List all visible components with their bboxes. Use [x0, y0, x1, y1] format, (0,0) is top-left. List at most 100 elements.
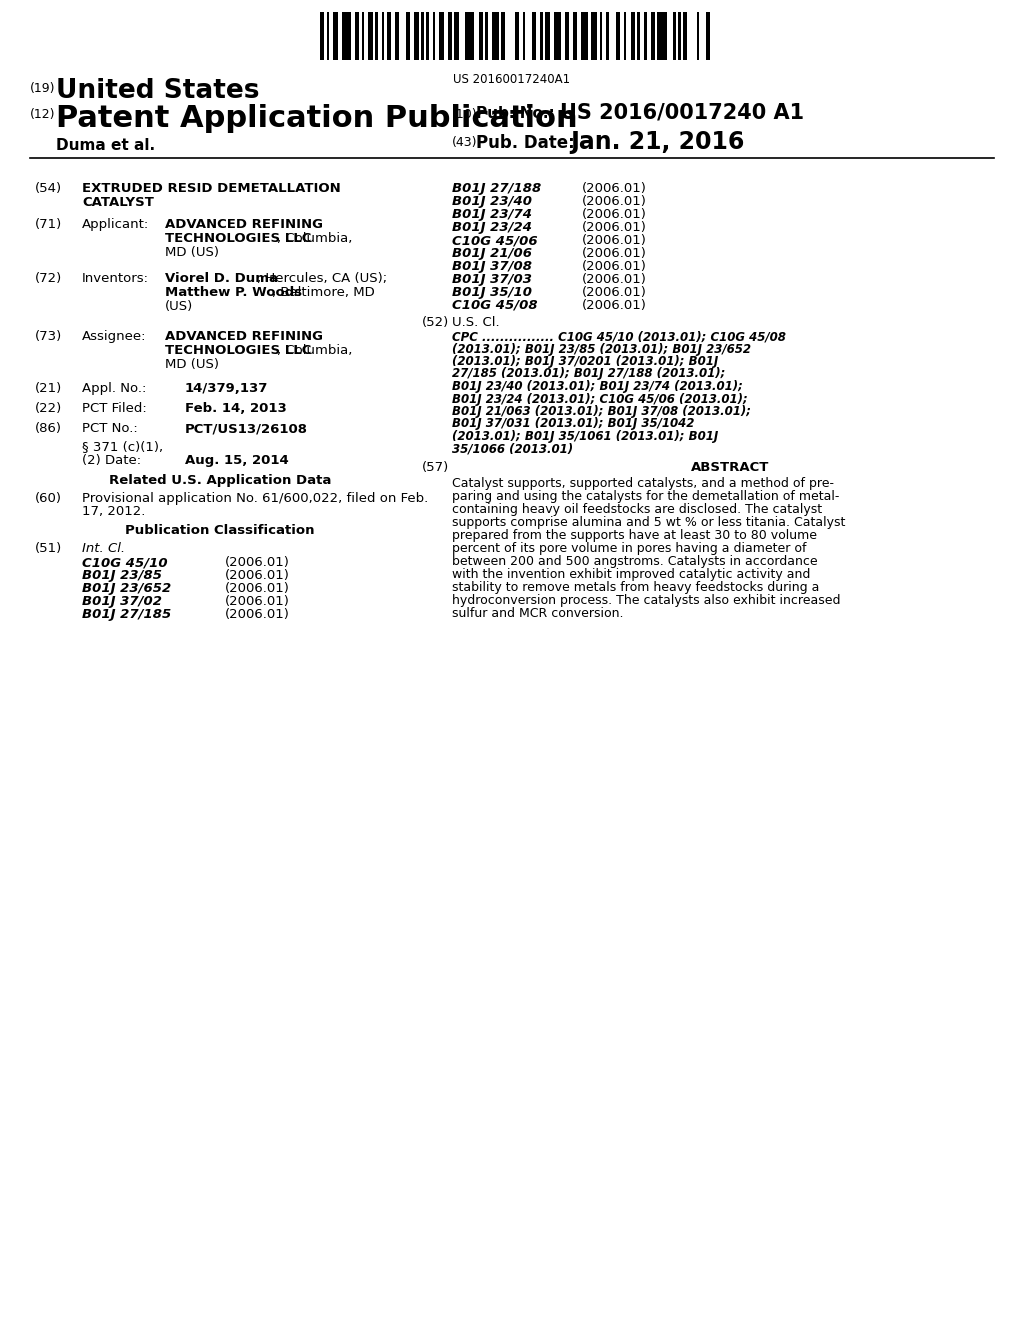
Text: (2006.01): (2006.01): [582, 247, 647, 260]
Bar: [706, 12, 710, 59]
Text: Matthew P. Woods: Matthew P. Woods: [165, 286, 302, 300]
Text: C10G 45/10: C10G 45/10: [82, 556, 168, 569]
Text: with the invention exhibit improved catalytic activity and: with the invention exhibit improved cata…: [452, 568, 810, 581]
Text: Inventors:: Inventors:: [82, 272, 150, 285]
Bar: [361, 12, 365, 59]
Text: B01J 37/03: B01J 37/03: [452, 273, 532, 286]
Bar: [631, 12, 635, 59]
Bar: [606, 12, 609, 59]
Text: paring and using the catalysts for the demetallation of metal-: paring and using the catalysts for the d…: [452, 490, 840, 503]
Text: B01J 23/24: B01J 23/24: [452, 220, 532, 234]
Text: (2006.01): (2006.01): [582, 286, 647, 300]
Text: CPC ................ C10G 45/10 (2013.01); C10G 45/08: CPC ................ C10G 45/10 (2013.01…: [452, 330, 785, 343]
Text: (10): (10): [452, 108, 477, 121]
Text: Int. Cl.: Int. Cl.: [82, 543, 125, 554]
Text: B01J 21/063 (2013.01); B01J 37/08 (2013.01);: B01J 21/063 (2013.01); B01J 37/08 (2013.…: [452, 405, 751, 418]
Text: (2) Date:: (2) Date:: [82, 454, 141, 467]
Text: 17, 2012.: 17, 2012.: [82, 506, 145, 517]
Text: Catalyst supports, supported catalysts, and a method of pre-: Catalyst supports, supported catalysts, …: [452, 477, 834, 490]
Bar: [426, 12, 429, 59]
Text: US 20160017240A1: US 20160017240A1: [454, 73, 570, 86]
Text: Pub. Date:: Pub. Date:: [476, 135, 574, 152]
Text: Patent Application Publication: Patent Application Publication: [56, 104, 578, 133]
Text: ADVANCED REFINING: ADVANCED REFINING: [165, 330, 323, 343]
Text: 14/379,137: 14/379,137: [185, 381, 268, 395]
Bar: [696, 12, 699, 59]
Bar: [439, 12, 443, 59]
Text: sulfur and MCR conversion.: sulfur and MCR conversion.: [452, 607, 624, 620]
Text: ADVANCED REFINING: ADVANCED REFINING: [165, 218, 323, 231]
Text: , Columbia,: , Columbia,: [278, 232, 352, 246]
Bar: [591, 12, 597, 59]
Bar: [369, 12, 373, 59]
Text: (2013.01); B01J 35/1061 (2013.01); B01J: (2013.01); B01J 35/1061 (2013.01); B01J: [452, 430, 718, 444]
Text: (73): (73): [35, 330, 62, 343]
Text: 35/1066 (2013.01): 35/1066 (2013.01): [452, 442, 573, 455]
Bar: [683, 12, 687, 59]
Text: (2006.01): (2006.01): [582, 209, 647, 220]
Text: (2006.01): (2006.01): [582, 220, 647, 234]
Bar: [515, 12, 519, 59]
Bar: [644, 12, 646, 59]
Bar: [532, 12, 537, 59]
Text: Provisional application No. 61/600,022, filed on Feb.: Provisional application No. 61/600,022, …: [82, 492, 428, 506]
Text: (2013.01); B01J 23/85 (2013.01); B01J 23/652: (2013.01); B01J 23/85 (2013.01); B01J 23…: [452, 342, 751, 355]
Text: prepared from the supports have at least 30 to 80 volume: prepared from the supports have at least…: [452, 529, 817, 543]
Bar: [615, 12, 620, 59]
Text: Applicant:: Applicant:: [82, 218, 150, 231]
Text: Related U.S. Application Data: Related U.S. Application Data: [109, 474, 331, 487]
Text: United States: United States: [56, 78, 259, 104]
Text: Appl. No.:: Appl. No.:: [82, 381, 146, 395]
Bar: [523, 12, 525, 59]
Text: (2006.01): (2006.01): [225, 569, 290, 582]
Text: Aug. 15, 2014: Aug. 15, 2014: [185, 454, 289, 467]
Text: , Baltimore, MD: , Baltimore, MD: [272, 286, 375, 300]
Text: CATALYST: CATALYST: [82, 195, 154, 209]
Text: 27/185 (2013.01); B01J 27/188 (2013.01);: 27/185 (2013.01); B01J 27/188 (2013.01);: [452, 367, 725, 380]
Text: B01J 23/24 (2013.01); C10G 45/06 (2013.01);: B01J 23/24 (2013.01); C10G 45/06 (2013.0…: [452, 392, 748, 405]
Text: MD (US): MD (US): [165, 246, 219, 259]
Text: Publication Classification: Publication Classification: [125, 524, 314, 537]
Bar: [375, 12, 378, 59]
Text: B01J 35/10: B01J 35/10: [452, 286, 532, 300]
Bar: [478, 12, 483, 59]
Bar: [387, 12, 391, 59]
Text: US 2016/0017240 A1: US 2016/0017240 A1: [560, 103, 804, 123]
Bar: [678, 12, 681, 59]
Text: (2006.01): (2006.01): [582, 273, 647, 286]
Bar: [546, 12, 550, 59]
Text: (US): (US): [165, 300, 194, 313]
Text: Duma et al.: Duma et al.: [56, 139, 155, 153]
Text: , Columbia,: , Columbia,: [278, 345, 352, 356]
Text: B01J 23/85: B01J 23/85: [82, 569, 162, 582]
Text: (57): (57): [422, 461, 450, 474]
Text: B01J 27/185: B01J 27/185: [82, 609, 171, 620]
Text: Feb. 14, 2013: Feb. 14, 2013: [185, 403, 287, 414]
Bar: [624, 12, 627, 59]
Text: PCT No.:: PCT No.:: [82, 422, 138, 436]
Text: (71): (71): [35, 218, 62, 231]
Text: (2006.01): (2006.01): [582, 300, 647, 312]
Text: PCT Filed:: PCT Filed:: [82, 403, 146, 414]
Text: § 371 (c)(1),: § 371 (c)(1),: [82, 440, 163, 453]
Text: (2006.01): (2006.01): [225, 556, 290, 569]
Text: TECHNOLOGIES LLC: TECHNOLOGIES LLC: [165, 232, 311, 246]
Text: Pub. No.:: Pub. No.:: [476, 106, 555, 121]
Bar: [327, 12, 329, 59]
Bar: [485, 12, 487, 59]
Text: , Hercules, CA (US);: , Hercules, CA (US);: [257, 272, 387, 285]
Bar: [554, 12, 560, 59]
Text: percent of its pore volume in pores having a diameter of: percent of its pore volume in pores havi…: [452, 543, 807, 554]
Text: (52): (52): [422, 315, 450, 329]
Bar: [573, 12, 578, 59]
Text: B01J 23/652: B01J 23/652: [82, 582, 171, 595]
Bar: [447, 12, 452, 59]
Text: between 200 and 500 angstroms. Catalysts in accordance: between 200 and 500 angstroms. Catalysts…: [452, 554, 817, 568]
Text: B01J 37/031 (2013.01); B01J 35/1042: B01J 37/031 (2013.01); B01J 35/1042: [452, 417, 694, 430]
Text: Viorel D. Duma: Viorel D. Duma: [165, 272, 278, 285]
Bar: [600, 12, 602, 59]
Text: PCT/US13/26108: PCT/US13/26108: [185, 422, 308, 436]
Text: (2006.01): (2006.01): [225, 595, 290, 609]
Text: MD (US): MD (US): [165, 358, 219, 371]
Bar: [395, 12, 399, 59]
